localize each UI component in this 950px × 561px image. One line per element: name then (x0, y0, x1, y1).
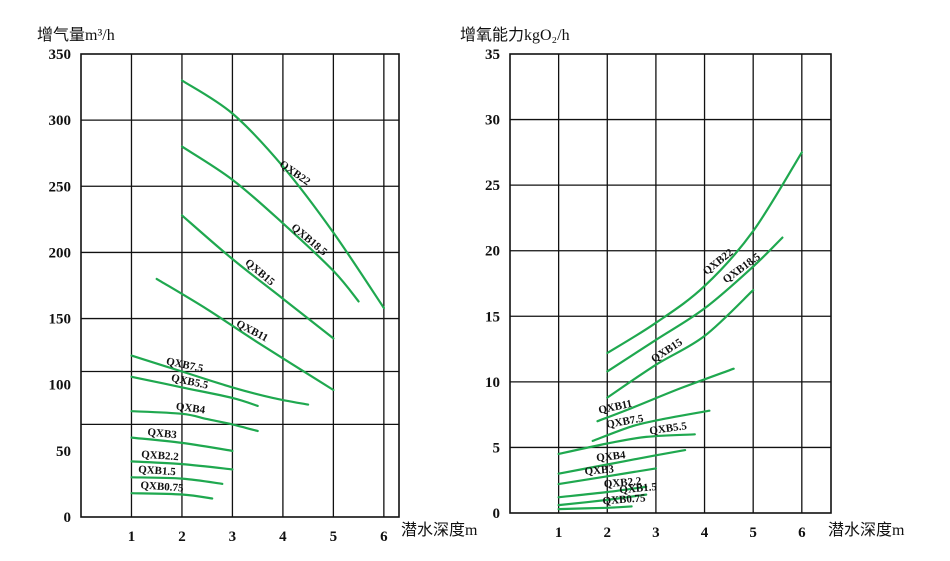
series-line-qxb11 (155, 277, 335, 392)
x-tick-label: 3 (652, 525, 660, 541)
series-line-qxb2-2 (557, 485, 648, 499)
x-tick-label: 5 (749, 525, 757, 541)
series-line-qxb1-5 (557, 493, 648, 507)
x-tick-label: 1 (555, 525, 563, 541)
y-tick-label: 0 (493, 506, 501, 522)
series-line-qxb3 (130, 436, 234, 452)
series-line-qxb22 (180, 79, 385, 310)
series-label-qxb11: QXB11 (234, 318, 270, 345)
y-tick-label: 0 (64, 510, 72, 526)
series-label-qxb4: QXB4 (175, 401, 206, 417)
y-tick-label: 100 (49, 378, 72, 394)
y-tick-label: 35 (485, 47, 500, 63)
x-axis-label: 潜水深度m (401, 521, 478, 539)
x-tick-label: 5 (330, 529, 338, 545)
series-line-qxb15 (606, 289, 755, 399)
series-line-qxb4 (557, 449, 687, 475)
series-label-qxb2-2: QXB2.2 (141, 449, 180, 464)
series-line-qxb0-75 (130, 492, 214, 500)
series-label-qxb15: QXB15 (242, 257, 277, 289)
y-tick-label: 150 (49, 312, 72, 328)
series-label-qxb0-75: QXB0.75 (140, 479, 184, 494)
x-tick-label: 6 (380, 529, 388, 545)
y-tick-label: 200 (49, 245, 72, 261)
series-line-qxb1-5 (130, 476, 224, 485)
y-tick-label: 300 (49, 113, 72, 129)
x-tick-label: 1 (128, 529, 136, 545)
x-tick-label: 3 (229, 529, 237, 545)
series-line-qxb0-75 (557, 505, 633, 511)
series-line-qxb18-5 (180, 145, 360, 303)
series-line-qxb18-5 (606, 236, 784, 373)
x-tick-label: 6 (798, 525, 806, 541)
series-label-qxb4: QXB4 (596, 449, 627, 464)
x-tick-label: 2 (178, 529, 186, 545)
y-tick-label: 10 (485, 375, 500, 391)
series-line-qxb2-2 (130, 460, 234, 471)
y-tick-label: 30 (485, 113, 500, 129)
y-tick-label: 25 (485, 178, 500, 194)
chart-left-air-volume: 0 50 100 150 200 250 300 350 1 2 3 4 5 6 增气量m³/h 潜水深度m Q… (37, 26, 478, 545)
series-line-qxb22 (606, 151, 803, 355)
series-label-qxb1-5: QXB1.5 (138, 464, 177, 479)
y-tick-label: 5 (493, 440, 501, 456)
y-tick-label: 15 (485, 309, 500, 325)
series-line-qxb3 (557, 467, 657, 486)
x-tick-label: 4 (279, 529, 287, 545)
series-label-qxb1-5: QXB1.5 (619, 481, 658, 496)
series-line-qxb4 (130, 410, 259, 433)
series-label-qxb0-75: QXB0.75 (602, 492, 646, 507)
series-line-qxb15 (180, 214, 335, 340)
x-axis-label: 潜水深度m (828, 521, 905, 539)
series-label-qxb18-5: QXB18.5 (289, 221, 330, 258)
series-label-qxb3: QXB3 (147, 426, 178, 441)
x-tick-label: 2 (604, 525, 612, 541)
x-tick-label: 4 (701, 525, 709, 541)
series-line-qxb7-5 (130, 354, 310, 406)
series-label-qxb3: QXB3 (584, 463, 615, 478)
y-tick-label: 250 (49, 179, 72, 195)
series-line-qxb5-5 (557, 433, 696, 456)
y-axis-label: 增氧能力kgO₂/h (460, 26, 570, 44)
series-line-qxb7-5 (591, 409, 711, 442)
y-axis-label: 增气量m³/h (37, 26, 115, 44)
series-line-qxb5-5 (130, 375, 259, 407)
plot-frame (509, 53, 832, 514)
series-line-qxb11 (596, 367, 735, 423)
y-tick-label: 50 (56, 444, 71, 460)
plot-frame (80, 53, 400, 518)
y-tick-label: 350 (49, 47, 72, 63)
series-label-qxb2-2: QXB2.2 (603, 475, 642, 490)
y-tick-label: 20 (485, 244, 500, 260)
series-label-qxb5-5: QXB5.5 (649, 420, 688, 437)
